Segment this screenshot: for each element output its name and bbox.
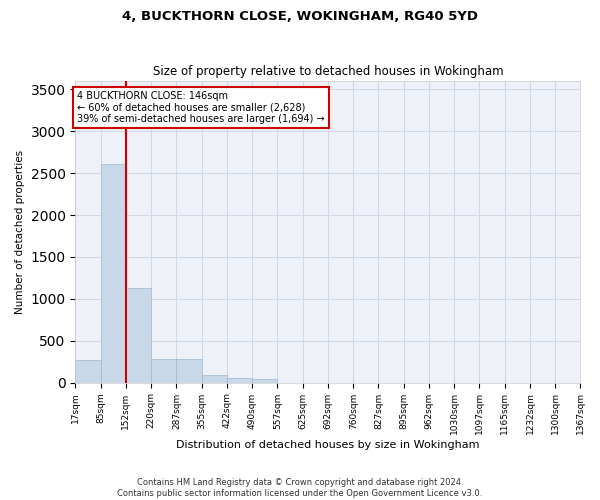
- Bar: [253, 379, 277, 382]
- Bar: [76, 360, 101, 382]
- Bar: [126, 288, 151, 382]
- Bar: [176, 359, 202, 382]
- Title: Size of property relative to detached houses in Wokingham: Size of property relative to detached ho…: [152, 66, 503, 78]
- Text: 4 BUCKTHORN CLOSE: 146sqm
← 60% of detached houses are smaller (2,628)
39% of se: 4 BUCKTHORN CLOSE: 146sqm ← 60% of detac…: [77, 91, 325, 124]
- Y-axis label: Number of detached properties: Number of detached properties: [15, 150, 25, 314]
- Bar: [151, 359, 176, 382]
- Bar: [202, 375, 227, 382]
- Bar: [101, 164, 126, 382]
- Bar: [227, 378, 253, 382]
- Text: Contains HM Land Registry data © Crown copyright and database right 2024.
Contai: Contains HM Land Registry data © Crown c…: [118, 478, 482, 498]
- X-axis label: Distribution of detached houses by size in Wokingham: Distribution of detached houses by size …: [176, 440, 480, 450]
- Text: 4, BUCKTHORN CLOSE, WOKINGHAM, RG40 5YD: 4, BUCKTHORN CLOSE, WOKINGHAM, RG40 5YD: [122, 10, 478, 23]
